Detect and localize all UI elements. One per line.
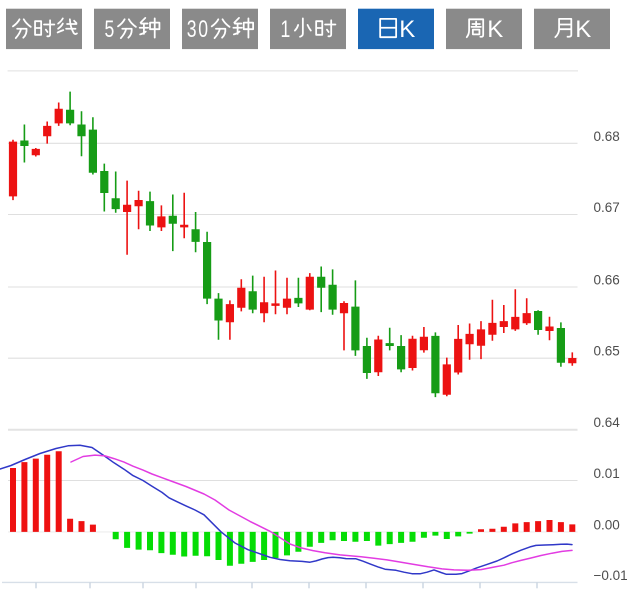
svg-text:0.68: 0.68 [594, 129, 620, 144]
svg-text:1: 1 [281, 16, 291, 43]
svg-text:0: 0 [198, 16, 208, 43]
svg-text:K: K [487, 16, 503, 43]
svg-text:−0.01: −0.01 [594, 568, 628, 583]
svg-text:0.64: 0.64 [594, 415, 621, 430]
svg-text:0.66: 0.66 [594, 273, 620, 288]
svg-text:0.65: 0.65 [594, 344, 620, 359]
svg-text:0.00: 0.00 [594, 517, 620, 532]
svg-text:0.01: 0.01 [594, 466, 620, 481]
svg-text:K: K [575, 16, 591, 43]
svg-text:K: K [399, 16, 415, 43]
svg-text:3: 3 [187, 16, 197, 43]
svg-text:0.67: 0.67 [594, 200, 620, 215]
svg-text:5: 5 [105, 16, 115, 43]
